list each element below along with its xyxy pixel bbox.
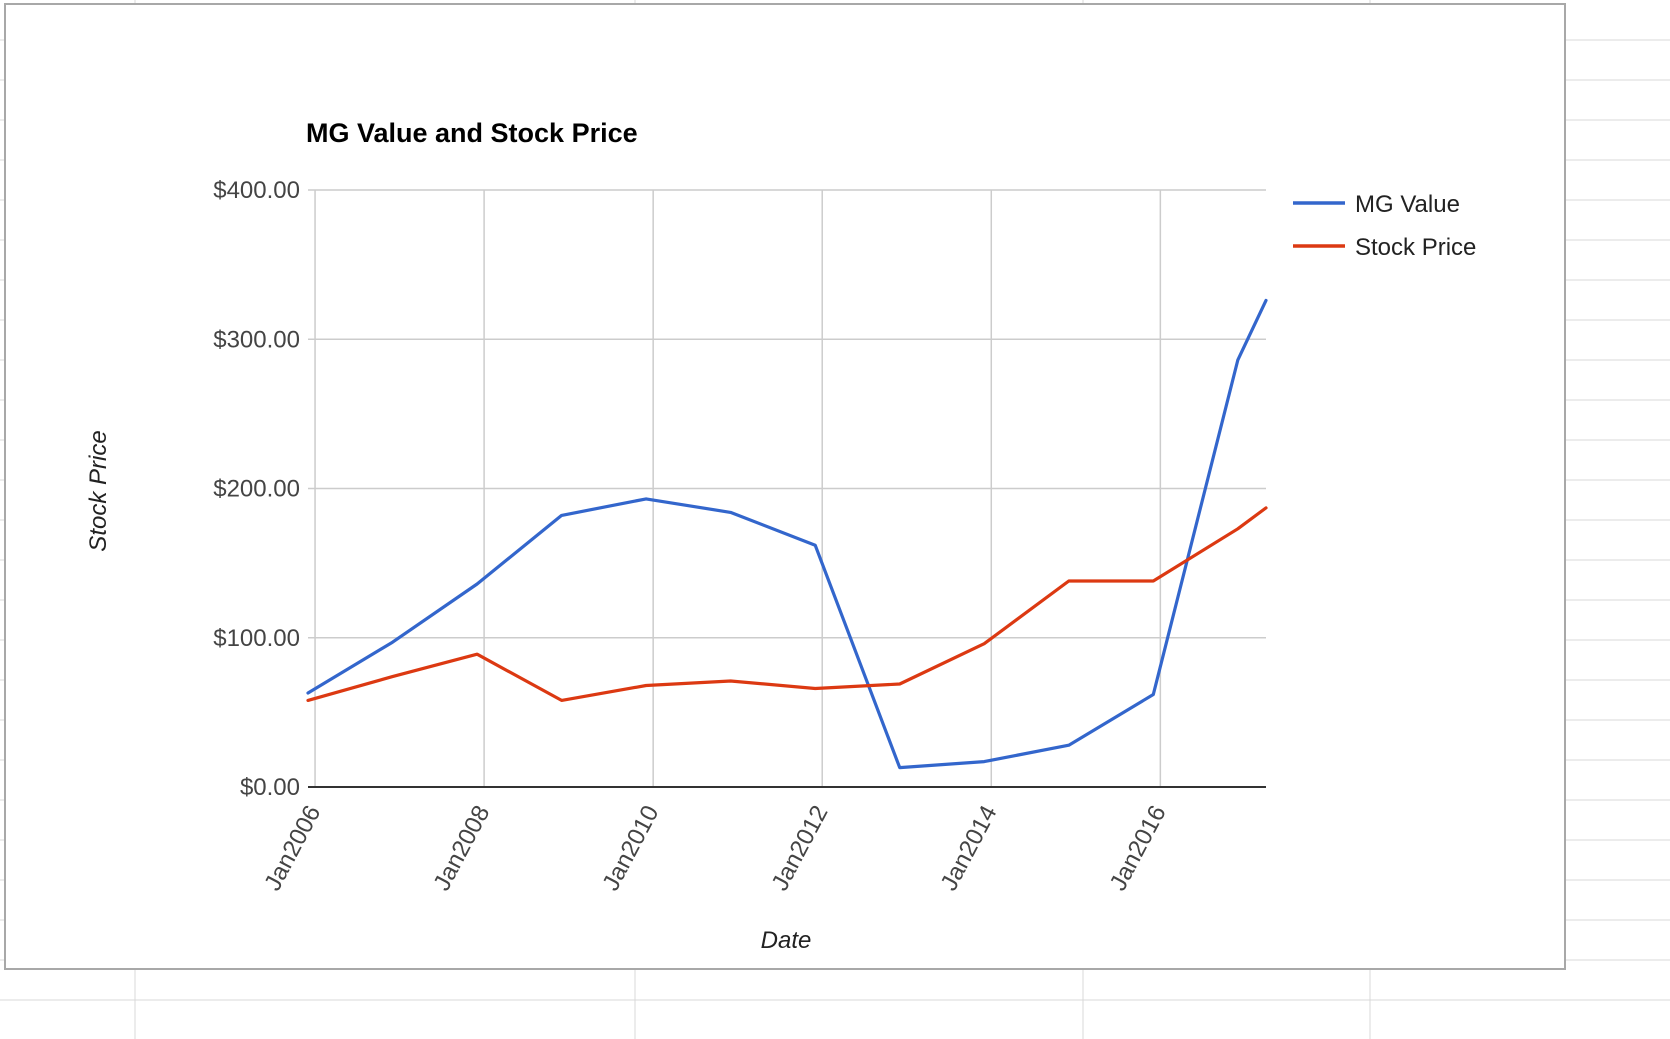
x-tick-label: Jan2012 [766, 801, 833, 895]
x-tick-label: Jan2010 [597, 801, 664, 895]
legend-label-1: Stock Price [1355, 234, 1476, 261]
x-axis-title: Date [761, 927, 812, 954]
y-tick-label: $0.00 [240, 774, 300, 801]
series-line-1 [306, 506, 1268, 703]
x-tick-label: Jan2006 [259, 801, 326, 895]
y-tick-label: $400.00 [213, 177, 300, 204]
y-tick-label: $200.00 [213, 476, 300, 503]
y-tick-label: $300.00 [213, 326, 300, 353]
x-tick-label: Jan2016 [1105, 801, 1172, 895]
y-axis-title: Stock Price [85, 430, 112, 551]
x-tick-label: Jan2008 [428, 801, 495, 895]
y-tick-label: $100.00 [213, 625, 300, 652]
series-line-0 [306, 298, 1268, 770]
line-chart: $0.00 $100.00 $200.00 $300.00 $400.00 Jan2006… [85, 118, 1476, 954]
x-tick-label: Jan2014 [936, 801, 1003, 895]
chart-container[interactable]: $0.00 $100.00 $200.00 $300.00 $400.00 Jan2006… [4, 3, 1566, 970]
chart-title: MG Value and Stock Price [306, 118, 638, 148]
legend-label-0: MG Value [1355, 191, 1460, 218]
